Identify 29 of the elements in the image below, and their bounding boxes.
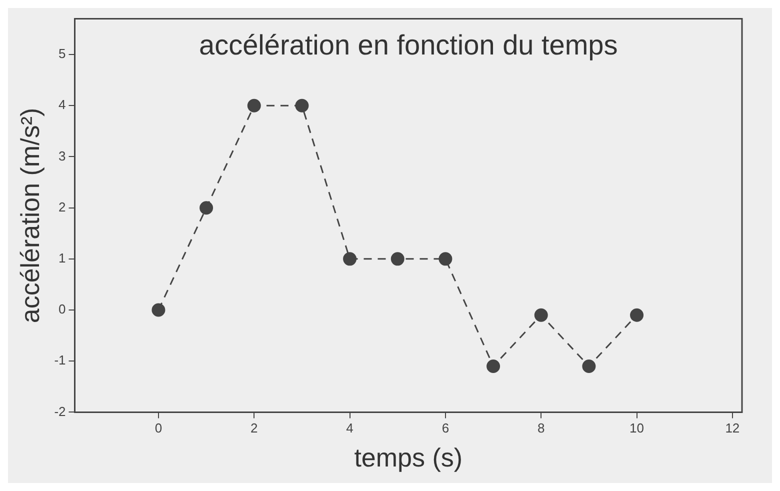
- x-tick-label: 2: [250, 420, 258, 436]
- point: [200, 201, 214, 215]
- point: [247, 98, 261, 112]
- x-tick-label: 10: [630, 420, 644, 436]
- point: [390, 252, 404, 266]
- point: [582, 359, 596, 373]
- chart-title: accélération en fonction du temps: [199, 30, 618, 61]
- x-axis-title: temps (s): [354, 442, 463, 473]
- y-tick-label: -2: [54, 404, 66, 419]
- y-tick-label: 2: [58, 199, 66, 214]
- y-tick-label: 1: [58, 250, 66, 266]
- y-tick-label: 5: [58, 46, 66, 62]
- x-tick-label: 6: [442, 420, 450, 436]
- y-axis-title: accélération (m/s²): [14, 108, 45, 324]
- point: [630, 308, 644, 322]
- point: [534, 308, 548, 322]
- y-tick-label: 0: [58, 302, 66, 317]
- x-tick-label: 8: [537, 420, 545, 436]
- y-tick-label: 4: [58, 97, 66, 112]
- point: [486, 359, 500, 373]
- x-tick-label: 12: [725, 420, 740, 436]
- point: [438, 252, 452, 266]
- point: [343, 252, 357, 266]
- y-tick-label: -1: [54, 352, 66, 368]
- y-tick-label: 3: [58, 148, 66, 164]
- point: [152, 303, 166, 317]
- point: [295, 98, 309, 112]
- x-tick-label: 4: [346, 420, 354, 436]
- x-tick-label: 0: [154, 420, 162, 436]
